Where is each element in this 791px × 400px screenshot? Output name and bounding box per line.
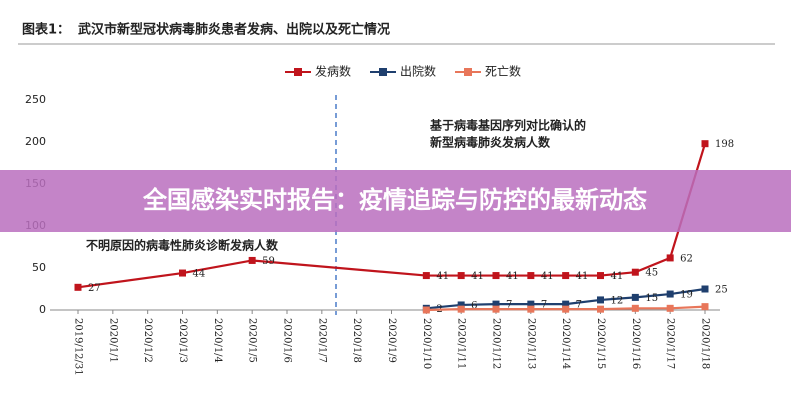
point: [179, 269, 186, 277]
data-label: 41: [506, 271, 519, 282]
x-tick-label: 2020/1/8: [351, 318, 362, 363]
x-tick-label: 2020/1/16: [630, 318, 641, 369]
point: [527, 300, 535, 308]
point: [492, 272, 500, 280]
data-label: 25: [715, 285, 728, 296]
point: [492, 300, 500, 308]
series-line: [77, 143, 707, 289]
data-label: 41: [436, 271, 449, 282]
point: [701, 303, 709, 311]
point: [457, 301, 465, 309]
data-label: 62: [680, 253, 693, 264]
data-label: 41: [471, 271, 484, 282]
annotation: 不明原因的病毒性肺炎诊断发病人数: [86, 238, 279, 253]
point: [248, 256, 256, 264]
point: [597, 272, 604, 280]
data-label: 45: [645, 268, 658, 279]
x-tick-label: 2020/1/17: [665, 318, 676, 369]
point: [631, 293, 639, 301]
point: [562, 305, 570, 313]
data-label: 198: [715, 139, 734, 150]
x-tick-label: 2020/1/13: [525, 318, 536, 369]
legend-marker: [379, 68, 387, 76]
point: [631, 304, 639, 312]
legend-marker: [464, 68, 472, 76]
point: [74, 283, 82, 291]
data-label: 7: [506, 300, 512, 311]
legend-marker: [294, 68, 302, 76]
chart-title: 武汉市新型冠状病毒肺炎患者发病、出院以及死亡情况: [78, 22, 390, 38]
x-tick-label: 2020/1/18: [700, 318, 711, 369]
y-tick-label: 0: [39, 303, 46, 316]
y-tick-label: 200: [25, 135, 46, 148]
x-tick-label: 2020/1/7: [316, 318, 327, 363]
point: [666, 304, 674, 312]
point: [562, 272, 570, 280]
annotation: 新型病毒肺炎发病人数: [430, 135, 551, 150]
x-tick-label: 2020/1/4: [212, 318, 223, 363]
x-tick-label: 2020/1/9: [386, 318, 397, 363]
x-tick-label: 2020/1/10: [421, 318, 432, 369]
legend-label: 出院数: [400, 64, 436, 79]
point: [457, 272, 465, 280]
x-tick-label: 2020/1/14: [560, 318, 571, 369]
data-label: 12: [611, 295, 624, 306]
legend-label: 死亡数: [485, 64, 521, 79]
legend-label: 发病数: [315, 64, 351, 79]
figure-label: 图表1：: [22, 22, 70, 38]
point: [492, 305, 500, 313]
x-tick-label: 2020/1/1: [107, 318, 118, 363]
data-label: 44: [193, 269, 206, 280]
data-label: 7: [576, 300, 582, 311]
point: [631, 268, 639, 276]
x-tick-label: 2020/1/6: [282, 318, 293, 363]
point: [666, 254, 674, 262]
point: [562, 300, 570, 308]
point: [701, 140, 709, 148]
point: [527, 272, 535, 280]
x-tick-label: 2019/12/31: [73, 318, 84, 376]
x-tick-label: 2020/1/12: [491, 318, 502, 369]
annotation: 基于病毒基因序列对比确认的: [429, 118, 586, 133]
data-label: 41: [611, 271, 624, 282]
x-tick-label: 2020/1/2: [142, 318, 153, 363]
data-label: 59: [262, 256, 275, 267]
data-label: 19: [680, 290, 693, 301]
point: [597, 296, 604, 304]
point: [527, 305, 535, 313]
data-label: 7: [541, 300, 547, 311]
banner-bg: [0, 170, 791, 232]
data-label: 15: [645, 293, 658, 304]
point: [422, 306, 430, 314]
data-label: 41: [541, 271, 554, 282]
data-label: 6: [471, 300, 477, 311]
x-tick-label: 2020/1/5: [247, 318, 258, 363]
point: [422, 272, 430, 280]
data-label: 27: [88, 283, 101, 294]
x-tick-label: 2020/1/3: [177, 318, 188, 363]
point: [597, 305, 604, 313]
banner-text: 全国感染实时报告：疫情追踪与防控的最新动态: [142, 186, 647, 214]
y-tick-label: 50: [32, 261, 46, 274]
x-tick-label: 2020/1/11: [456, 318, 467, 369]
data-label: 41: [576, 271, 589, 282]
point: [457, 305, 465, 313]
x-tick-label: 2020/1/15: [595, 318, 606, 369]
point: [666, 290, 674, 298]
y-tick-label: 250: [25, 93, 46, 106]
point: [701, 285, 709, 293]
